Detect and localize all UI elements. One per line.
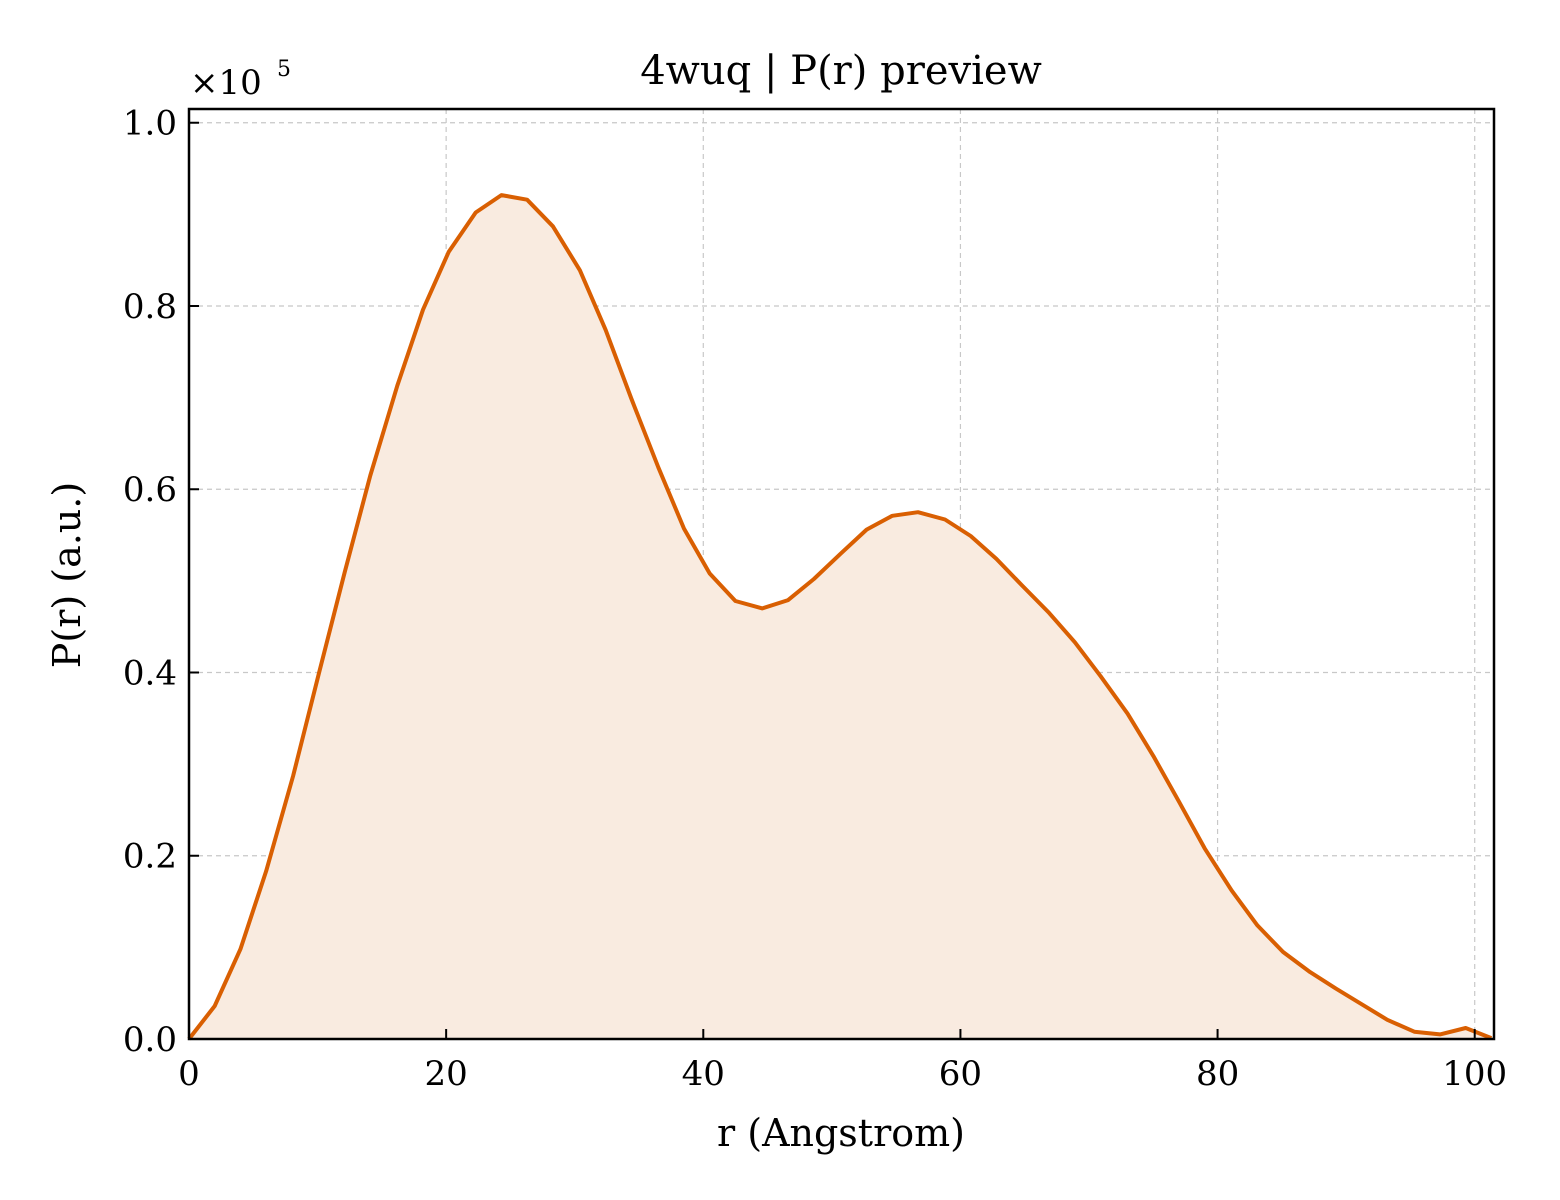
y-multiplier-base: ×10 (190, 63, 262, 103)
y-tick-label: 0.4 (123, 653, 177, 693)
y-tick-label: 0.0 (123, 1020, 177, 1060)
chart-title: 4wuq | P(r) preview (640, 48, 1042, 94)
x-tick-label: 80 (1196, 1054, 1239, 1094)
y-axis-label: P(r) (a.u.) (45, 482, 89, 668)
y-tick-label: 0.2 (123, 837, 177, 877)
x-tick-label: 20 (425, 1054, 468, 1094)
y-tick-label: 0.6 (123, 470, 177, 510)
x-tick-label: 40 (682, 1054, 725, 1094)
plot-frame (187, 107, 1496, 1041)
x-tick-label: 0 (178, 1054, 200, 1094)
x-tick-label: 60 (939, 1054, 982, 1094)
y-tick-label: 1.0 (123, 104, 177, 144)
x-axis-label: r (Angstrom) (717, 1111, 965, 1155)
y-multiplier: ×10 5 (190, 57, 291, 103)
y-tick-label: 0.8 (123, 287, 177, 327)
x-tick-label: 100 (1442, 1054, 1507, 1094)
tick-layer: 0 20 40 60 80 100 0.0 0.2 0.4 0.6 0.8 1.0 (123, 104, 1507, 1094)
series-line (187, 193, 1493, 1041)
series-area-fill (189, 195, 1492, 1040)
y-multiplier-exponent: 5 (277, 57, 291, 82)
